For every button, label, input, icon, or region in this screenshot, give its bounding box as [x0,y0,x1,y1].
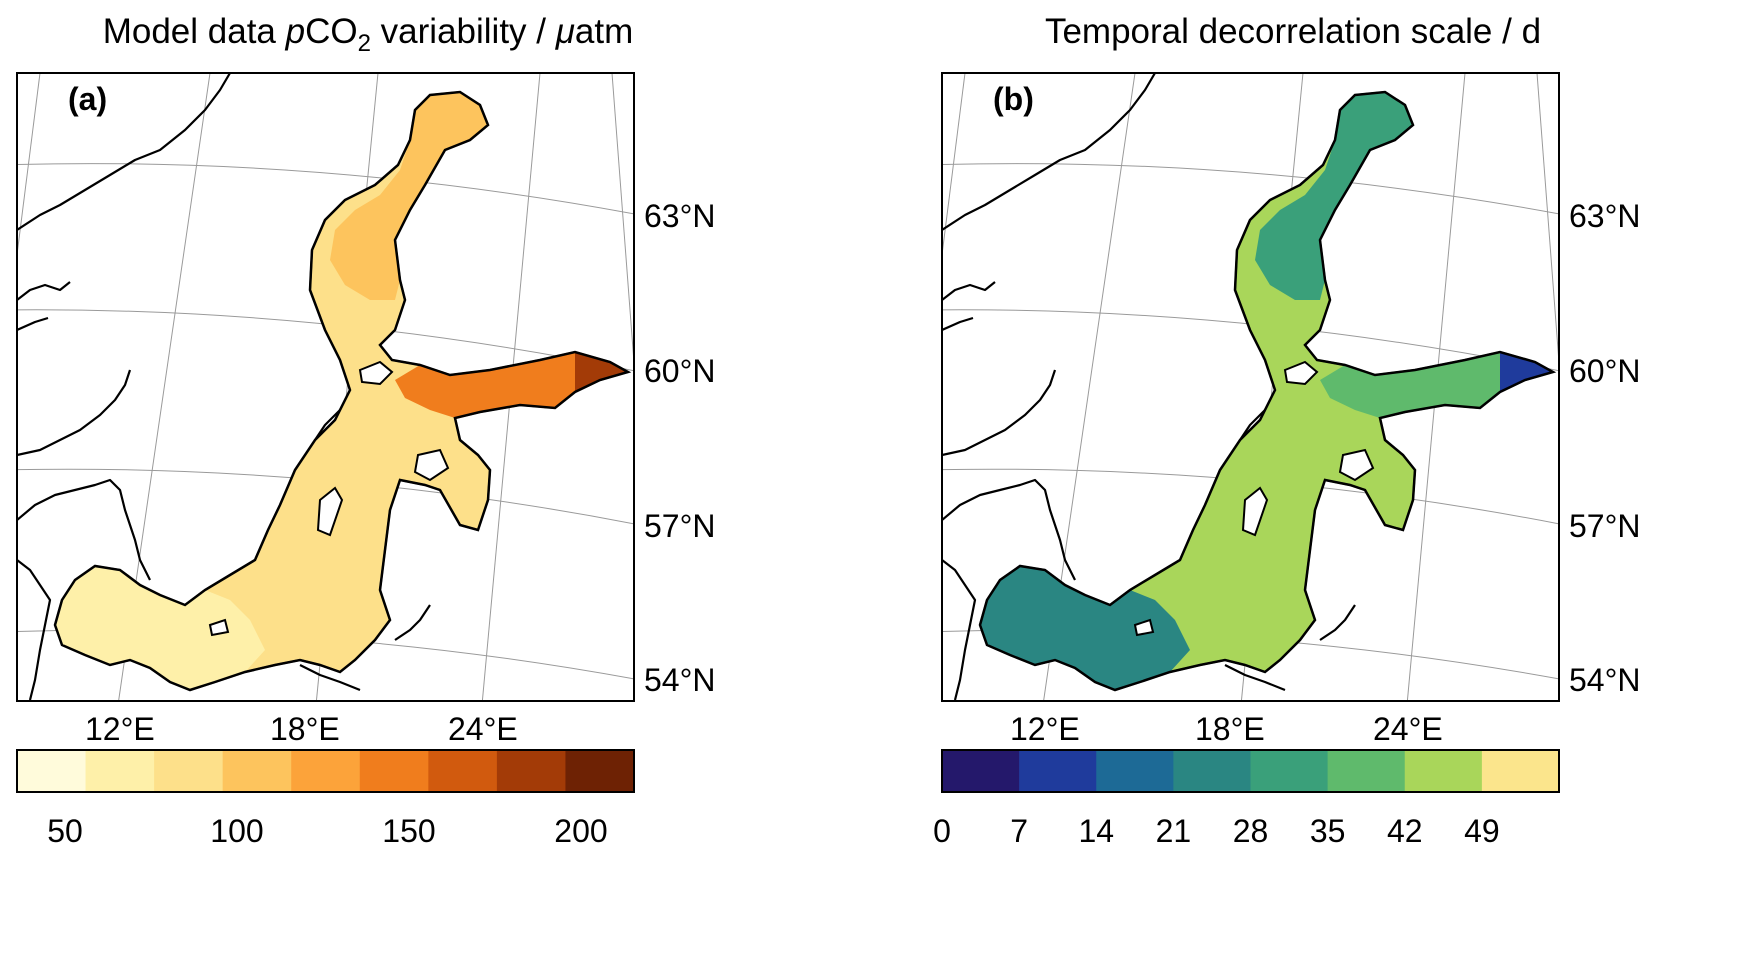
map-frame [941,72,1560,702]
colorbar-tick-label: 28 [1233,813,1269,849]
latitude-label: 60°N [1569,353,1641,389]
panel-letter: (a) [68,81,107,117]
baltic-sea-shading [53,90,632,692]
longitude-labels: 12°E 18°E 24°E [85,711,518,747]
panel-b-title: Temporal decorrelation scale / d [1044,12,1542,51]
panel-b-decorrelation-scale: Temporal decorrelation scale / d (b) 63°… [925,0,1763,967]
panel-a-map: (a) 63°N 60°N 57°N 54°N 12°E 18°E 24°E 50 100 1… [16,72,716,849]
colorbar: 0 7 14 21 28 35 42 49 [933,749,1560,849]
colorbar-tick-label: 7 [1010,813,1028,849]
colorbar-tick-label: 50 [47,813,83,849]
latitude-labels: 63°N 60°N 57°N 54°N [1569,198,1641,698]
colorbar-tick-label: 49 [1464,813,1500,849]
colorbar-swatch [1096,750,1174,792]
latitude-label: 63°N [644,198,716,234]
colorbar-swatch [1173,750,1251,792]
longitude-label: 18°E [1195,711,1265,747]
colorbar-tick-label: 200 [554,813,607,849]
longitude-label: 24°E [448,711,518,747]
colorbar-swatch [291,750,361,792]
latitude-label: 54°N [644,662,716,698]
colorbar-swatch [428,750,498,792]
colorbar-swatch [17,750,87,792]
colorbar-tick-label: 14 [1078,813,1114,849]
colorbar-swatch [1250,750,1329,792]
colorbar-tick-label: 21 [1156,813,1192,849]
map-frame [16,72,635,702]
colorbar-swatch [222,750,292,792]
latitude-label: 54°N [1569,662,1641,698]
latitude-label: 60°N [644,353,716,389]
colorbar-tick-label: 42 [1387,813,1423,849]
longitude-label: 24°E [1373,711,1443,747]
colorbar-swatch [1404,750,1483,792]
colorbar-tick-label: 0 [933,813,951,849]
latitude-label: 63°N [1569,198,1641,234]
longitude-label: 18°E [270,711,340,747]
longitude-label: 12°E [85,711,155,747]
colorbar-swatch [1481,750,1560,792]
panel-letter: (b) [993,81,1034,117]
longitude-labels: 12°E 18°E 24°E [1010,711,1443,747]
panel-a-title: Model data pCO2 variability / μatm [102,12,634,57]
baltic-sea-shading [978,90,1557,692]
colorbar-tick-label: 35 [1310,813,1346,849]
colorbar: 50 100 150 200 [16,749,635,849]
panel-b-map: (b) 63°N 60°N 57°N 54°N 12°E 18°E 24°E 0 7 14 21… [933,72,1641,849]
latitude-label: 57°N [1569,508,1641,544]
colorbar-swatch [942,750,1020,792]
colorbar-tick-label: 100 [210,813,263,849]
colorbar-tick-label: 150 [382,813,435,849]
latitude-label: 57°N [644,508,716,544]
panel-a-pco2-variability: Model data pCO2 variability / μatm (a) 6… [0,0,880,967]
colorbar-swatch [359,750,429,792]
colorbar-swatch [1327,750,1406,792]
colorbar-swatch [565,750,635,792]
colorbar-swatch [154,750,224,792]
latitude-labels: 63°N 60°N 57°N 54°N [644,198,716,698]
colorbar-swatch [496,750,566,792]
longitude-label: 12°E [1010,711,1080,747]
colorbar-swatch [85,750,155,792]
land-coastline [942,73,1356,701]
colorbar-swatch [1019,750,1097,792]
